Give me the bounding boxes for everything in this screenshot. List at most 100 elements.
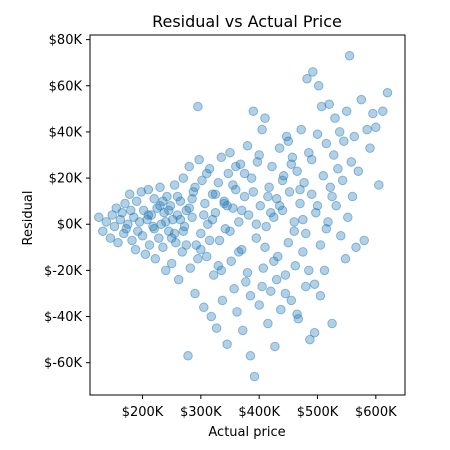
scatter-point <box>365 143 375 153</box>
scatter-point <box>143 184 154 195</box>
scatter-point <box>172 191 183 202</box>
scatter-point <box>149 194 159 204</box>
scatter-point <box>242 267 253 278</box>
scatter-point <box>287 152 298 163</box>
scatter-point <box>276 304 286 315</box>
scatter-point <box>136 187 147 197</box>
scatter-point <box>201 168 212 179</box>
scatter-point <box>330 113 340 123</box>
scatter-point <box>248 106 259 116</box>
scatter-point <box>271 194 282 204</box>
x-tick-label: $500K <box>297 405 339 420</box>
scatter-point <box>197 175 207 186</box>
scatter-point <box>187 194 197 204</box>
scatter-point <box>289 217 299 227</box>
scatter-point <box>261 221 271 232</box>
scatter-point <box>245 351 256 361</box>
scatter-point <box>243 210 254 220</box>
scatter-point <box>254 150 264 160</box>
scatter-point <box>193 101 203 112</box>
scatter-point <box>127 235 137 246</box>
scatter-point <box>249 371 260 382</box>
scatter-point <box>309 279 320 289</box>
scatter-point <box>311 207 321 218</box>
y-tick-label: $-20K <box>44 264 83 279</box>
scatter-point <box>266 286 276 296</box>
scatter-point <box>362 124 372 135</box>
scatter-point <box>183 351 193 361</box>
scatter-point <box>295 198 305 209</box>
scatter-point <box>283 237 294 248</box>
scatter-point <box>378 106 388 116</box>
scatter-point <box>159 207 169 218</box>
scatter-point <box>257 281 267 292</box>
scatter-point <box>94 212 104 223</box>
scatter-point <box>296 124 306 135</box>
scatter-point <box>270 341 280 352</box>
plot-area <box>89 34 406 396</box>
scatter-point <box>239 191 250 202</box>
y-tick-label: $-60K <box>44 356 83 371</box>
scatter-point <box>327 191 337 202</box>
scatter-point <box>329 150 339 160</box>
scatter-point <box>260 113 270 123</box>
scatter-point <box>143 210 154 220</box>
x-tick-label: $600K <box>355 405 397 420</box>
scatter-point <box>201 251 212 262</box>
scatter-point <box>251 219 262 229</box>
scatter-point <box>337 175 348 186</box>
scatter-point <box>304 147 314 158</box>
scatter-point <box>140 249 151 259</box>
scatter-point <box>347 191 358 202</box>
y-tick-label: $40K <box>49 125 83 140</box>
y-tick-label: $20K <box>49 172 83 187</box>
scatter-point <box>274 201 285 211</box>
scatter-point <box>161 265 171 276</box>
scatter-point <box>158 196 168 206</box>
scatter-point <box>175 196 186 206</box>
scatter-point <box>156 219 166 229</box>
scatter-point <box>319 265 330 276</box>
scatter-point <box>196 244 206 255</box>
scatter-point <box>263 318 273 329</box>
scatter-point <box>169 228 180 239</box>
scatter-point <box>371 122 381 133</box>
scatter-point <box>161 217 171 227</box>
scatter-point <box>234 217 244 227</box>
scatter-point <box>150 254 161 264</box>
scatter-point <box>107 210 117 220</box>
scatter-point <box>346 157 357 167</box>
scatter-point <box>368 108 378 119</box>
scatter-point <box>220 224 231 234</box>
plot-frame <box>89 34 406 396</box>
scatter-point <box>199 210 209 220</box>
scatter-point <box>324 99 334 109</box>
scatter-point <box>267 161 277 172</box>
scatter-point <box>219 196 229 206</box>
scatter-point <box>277 175 288 186</box>
y-tick-label: $80K <box>49 33 83 48</box>
scatter-point <box>101 217 112 227</box>
scatter-point <box>374 180 384 190</box>
scatter-points <box>94 51 393 382</box>
scatter-point <box>130 244 141 255</box>
scatter-point <box>231 184 241 195</box>
scatter-point <box>134 217 145 227</box>
scatter-point <box>274 143 285 153</box>
scatter-point <box>216 152 227 163</box>
scatter-point <box>146 210 157 220</box>
scatter-point <box>325 182 336 193</box>
scatter-point <box>210 189 221 199</box>
scatter-point <box>222 201 232 211</box>
scatter-point <box>292 309 302 319</box>
scatter-point <box>126 205 136 216</box>
scatter-point <box>283 136 294 146</box>
scatter-point <box>323 217 333 227</box>
scatter-point <box>123 219 133 229</box>
scatter-point <box>199 302 209 313</box>
scatter-point <box>113 237 123 248</box>
scatter-point <box>271 274 282 285</box>
scatter-point <box>269 212 279 223</box>
scatter-point <box>298 247 308 257</box>
scatter-point <box>117 207 127 218</box>
